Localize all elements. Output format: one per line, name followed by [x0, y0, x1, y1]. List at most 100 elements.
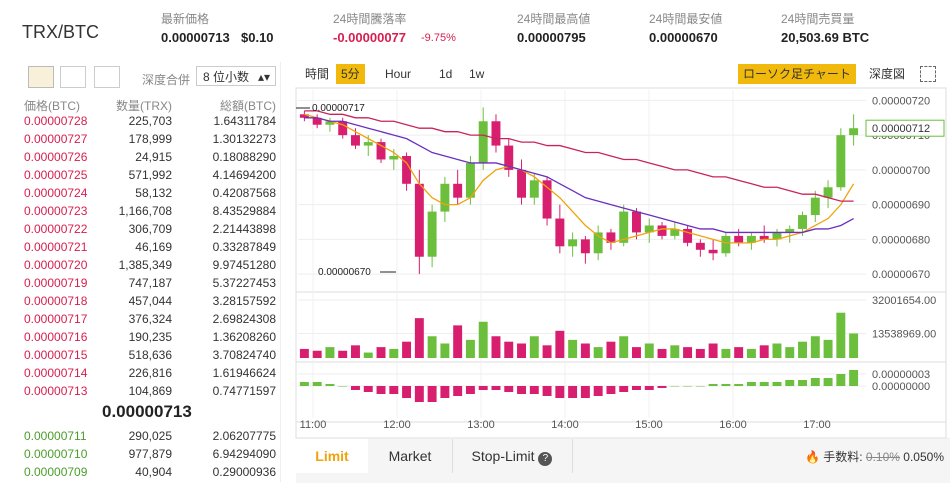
macd-bar	[772, 382, 782, 386]
macd-bar	[580, 386, 590, 398]
decimals-select[interactable]: 8 位小数 ▴▾	[196, 66, 276, 86]
volume-bar	[823, 339, 833, 358]
total: 5.37227453	[212, 276, 276, 290]
amount: 306,709	[128, 222, 172, 236]
macd-bar	[491, 386, 501, 390]
candle-body	[759, 235, 769, 240]
volume-bar	[670, 345, 680, 358]
candle-body	[721, 235, 731, 254]
merge-label: 深度合併	[142, 73, 191, 87]
total: 3.70824740	[212, 348, 276, 362]
macd-bar	[785, 380, 795, 386]
volume-bar	[568, 339, 578, 358]
volume-bar	[325, 347, 335, 358]
candle-body	[746, 235, 756, 243]
total: 0.29000936	[212, 465, 276, 479]
volume-bar	[504, 341, 514, 358]
toolbar-interval[interactable]: 5分	[336, 64, 365, 84]
macd-bar	[427, 386, 437, 402]
amount: 226,816	[128, 366, 172, 380]
macd-bar	[746, 382, 756, 386]
toolbar-hour[interactable]: Hour	[385, 67, 412, 81]
total: 8.43529884	[212, 204, 276, 218]
volume-bar	[836, 312, 846, 358]
total: 0.42087568	[212, 186, 276, 200]
stat-extra: $0.10	[241, 30, 274, 45]
y-tick-label: 13538969.00	[872, 328, 936, 340]
total: 4.14694200	[212, 168, 276, 182]
volume-bar	[465, 339, 475, 358]
view-both[interactable]	[28, 66, 54, 88]
total: 1.61946624	[212, 366, 276, 380]
volume-bar	[363, 352, 373, 358]
amount: 571,992	[128, 168, 172, 182]
volume-bar	[721, 348, 731, 358]
toolbar-day[interactable]: 1d	[439, 67, 453, 81]
candle-body	[823, 187, 833, 198]
macd-bar	[593, 386, 603, 396]
order-form: Limit Market Stop-Limit ? 🔥 手数料: 0.10% 0…	[296, 438, 950, 483]
price: 0.00000721	[24, 240, 88, 254]
amount: 24,915	[135, 150, 172, 164]
volume-bar	[414, 318, 424, 358]
expand-icon[interactable]	[920, 66, 936, 82]
price: 0.00000720	[24, 258, 88, 272]
stat-label: 24時間売買量	[781, 12, 855, 26]
toolbar-week[interactable]: 1w	[469, 67, 485, 81]
volume-bar	[427, 336, 437, 358]
y-tick-label: 0.00000003	[872, 369, 930, 381]
last-price-label: 0.00000712	[872, 123, 930, 135]
macd-bar	[414, 386, 424, 402]
toolbar-depth-tab[interactable]: 深度図	[869, 67, 906, 81]
macd-bar	[849, 370, 859, 386]
candle-body	[568, 239, 578, 247]
tab-limit[interactable]: Limit	[296, 439, 368, 473]
total: 1.36208260	[212, 330, 276, 344]
candle-body	[325, 121, 335, 125]
volume-bar	[798, 341, 807, 358]
amount: 376,324	[128, 312, 172, 326]
volume-bar	[440, 343, 450, 358]
candle-body	[772, 232, 782, 240]
volume-bar	[580, 343, 590, 358]
macd-bar	[568, 386, 578, 398]
toolbar-candle-tab[interactable]: ローソク足チャート	[738, 64, 856, 84]
volume-bar	[351, 345, 360, 358]
stat-label: 24時間騰落率	[333, 12, 407, 26]
column-header: 数量(TRX)	[116, 99, 172, 113]
tab-stop-limit[interactable]: Stop-Limit ?	[452, 439, 573, 473]
moving-average	[304, 117, 854, 234]
candle-body	[657, 225, 667, 236]
price: 0.00000710	[24, 447, 88, 461]
amount: 977,879	[128, 447, 172, 461]
tab-market[interactable]: Market	[368, 439, 453, 473]
candle-body	[351, 135, 360, 146]
macd-bar	[389, 386, 399, 394]
y-tick-label: 0.00000700	[872, 165, 930, 177]
total: 1.30132273	[212, 132, 276, 146]
macd-bar	[695, 386, 705, 387]
candle-body	[632, 211, 641, 233]
y-tick-label: 32001654.00	[872, 295, 936, 307]
amount: 190,235	[128, 330, 172, 344]
price: 0.00000709	[24, 465, 88, 479]
macd-bar	[657, 386, 667, 388]
macd-bar	[376, 386, 386, 394]
macd-bar	[440, 386, 450, 398]
candle-body	[491, 121, 501, 146]
total: 2.06207775	[212, 429, 276, 443]
stat-value: 0.00000795	[517, 30, 586, 45]
volume-bar	[759, 345, 769, 358]
volume-bar	[491, 336, 501, 358]
candle-body	[440, 183, 450, 212]
volume-bar	[453, 325, 463, 358]
candle-body	[478, 121, 488, 163]
view-asks[interactable]	[94, 66, 120, 88]
candle-body	[299, 114, 309, 118]
view-bids[interactable]	[60, 66, 86, 88]
price: 0.00000713	[24, 384, 88, 398]
volume-bar	[632, 347, 641, 358]
volume-bar	[644, 343, 654, 358]
high-label: 0.00000717	[312, 103, 365, 114]
volume-bar	[529, 336, 539, 358]
